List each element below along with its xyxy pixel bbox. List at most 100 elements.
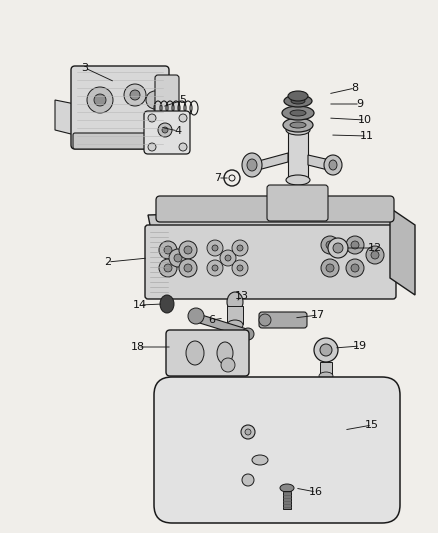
Ellipse shape: [241, 474, 254, 486]
Polygon shape: [254, 153, 287, 170]
Ellipse shape: [159, 295, 173, 313]
Text: 3: 3: [81, 63, 88, 73]
Ellipse shape: [320, 259, 338, 277]
Text: 8: 8: [351, 83, 358, 93]
Polygon shape: [307, 155, 329, 170]
Text: 13: 13: [234, 291, 248, 301]
Text: 6: 6: [208, 315, 215, 325]
Bar: [226, 306, 243, 324]
Ellipse shape: [130, 90, 140, 100]
Ellipse shape: [94, 94, 106, 106]
Ellipse shape: [287, 91, 307, 101]
Ellipse shape: [370, 251, 378, 259]
Polygon shape: [190, 312, 249, 338]
Text: 15: 15: [364, 420, 378, 430]
Ellipse shape: [283, 118, 312, 132]
Text: 17: 17: [310, 310, 324, 320]
Ellipse shape: [319, 344, 331, 356]
Text: 19: 19: [352, 341, 366, 351]
Ellipse shape: [279, 484, 293, 492]
Ellipse shape: [281, 106, 313, 120]
Bar: [287, 130, 307, 180]
Text: 4: 4: [174, 126, 181, 136]
Ellipse shape: [164, 264, 172, 272]
FancyBboxPatch shape: [71, 66, 169, 149]
Ellipse shape: [87, 87, 113, 113]
Ellipse shape: [207, 260, 223, 276]
Ellipse shape: [244, 429, 251, 435]
Ellipse shape: [159, 241, 177, 259]
Polygon shape: [55, 100, 80, 135]
Ellipse shape: [179, 114, 187, 122]
Text: 5: 5: [179, 95, 186, 105]
Ellipse shape: [219, 250, 236, 266]
Text: 10: 10: [357, 115, 371, 125]
Ellipse shape: [327, 238, 347, 258]
FancyBboxPatch shape: [258, 312, 306, 328]
Ellipse shape: [216, 342, 233, 364]
Ellipse shape: [285, 175, 309, 185]
Ellipse shape: [186, 341, 204, 365]
FancyBboxPatch shape: [155, 196, 393, 222]
Ellipse shape: [345, 236, 363, 254]
Ellipse shape: [226, 292, 243, 312]
Ellipse shape: [184, 264, 191, 272]
Polygon shape: [389, 208, 414, 295]
Ellipse shape: [179, 143, 187, 151]
Ellipse shape: [290, 110, 305, 116]
FancyBboxPatch shape: [154, 377, 399, 523]
Ellipse shape: [179, 241, 197, 259]
Bar: [283, 491, 290, 509]
Ellipse shape: [220, 358, 234, 372]
Ellipse shape: [169, 249, 187, 267]
FancyBboxPatch shape: [266, 185, 327, 221]
Ellipse shape: [290, 122, 305, 128]
Ellipse shape: [159, 259, 177, 277]
Ellipse shape: [207, 240, 223, 256]
FancyBboxPatch shape: [155, 75, 179, 146]
Ellipse shape: [247, 159, 256, 171]
Bar: [319, 362, 331, 376]
Text: 18: 18: [131, 342, 145, 352]
Text: 16: 16: [308, 487, 322, 497]
FancyBboxPatch shape: [144, 111, 190, 154]
Ellipse shape: [241, 328, 254, 340]
FancyBboxPatch shape: [73, 133, 166, 149]
Text: 7: 7: [214, 173, 221, 183]
Ellipse shape: [158, 123, 172, 137]
Ellipse shape: [313, 338, 337, 362]
Ellipse shape: [148, 114, 155, 122]
Ellipse shape: [290, 98, 304, 104]
Ellipse shape: [162, 127, 168, 133]
Ellipse shape: [212, 245, 218, 251]
Ellipse shape: [365, 246, 383, 264]
FancyBboxPatch shape: [145, 225, 395, 299]
Polygon shape: [148, 208, 394, 235]
Ellipse shape: [212, 265, 218, 271]
Ellipse shape: [318, 372, 332, 380]
Ellipse shape: [241, 153, 261, 177]
Ellipse shape: [240, 425, 254, 439]
Ellipse shape: [345, 259, 363, 277]
Ellipse shape: [320, 236, 338, 254]
Text: 11: 11: [359, 131, 373, 141]
Ellipse shape: [332, 243, 342, 253]
Ellipse shape: [187, 308, 204, 324]
Ellipse shape: [173, 254, 182, 262]
Text: 14: 14: [133, 300, 147, 310]
Ellipse shape: [258, 314, 270, 326]
Ellipse shape: [164, 246, 172, 254]
Ellipse shape: [225, 255, 230, 261]
Ellipse shape: [283, 95, 311, 107]
FancyBboxPatch shape: [166, 330, 248, 376]
Ellipse shape: [350, 241, 358, 249]
Ellipse shape: [184, 246, 191, 254]
Ellipse shape: [237, 265, 243, 271]
Text: 2: 2: [104, 257, 111, 267]
Text: 9: 9: [356, 99, 363, 109]
Ellipse shape: [148, 143, 155, 151]
Ellipse shape: [231, 260, 247, 276]
Text: 12: 12: [367, 243, 381, 253]
Ellipse shape: [124, 84, 146, 106]
Ellipse shape: [325, 241, 333, 249]
